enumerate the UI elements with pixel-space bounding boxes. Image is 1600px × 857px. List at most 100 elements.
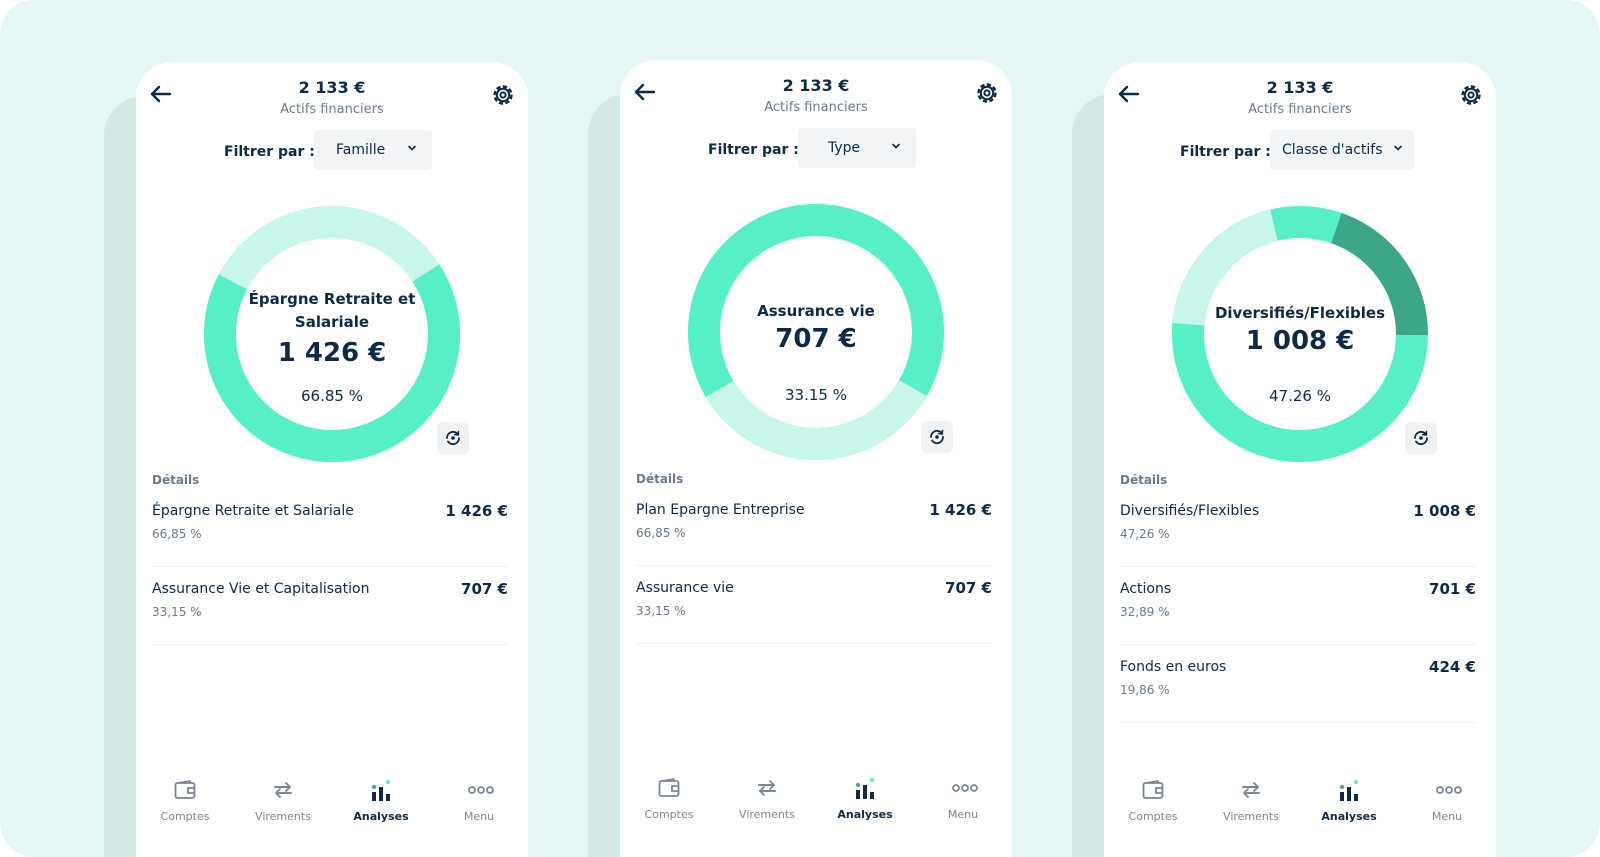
phone-screen-classe-actifs: 2 133 € Actifs financiers Filtrer par : … [1104,62,1496,857]
phone-screen-famille: 2 133 € Actifs financiers Filtrer par : … [136,62,528,857]
transfer-arrows-icon [1242,782,1260,798]
nav-menu[interactable]: Menu [914,772,1012,832]
back-arrow-icon[interactable] [148,82,174,106]
rotate-chart-button[interactable] [1405,422,1437,454]
app-header: 2 133 € Actifs financiers [136,62,528,132]
donut-center-name: Diversifiés/Flexibles [1214,304,1386,322]
detail-percent: 32,89 % [1120,605,1170,619]
nav-label: Virements [255,810,311,823]
analyses-chart-icon [856,778,874,799]
nav-label: Comptes [1128,810,1178,823]
header-total: 2 133 € [782,76,850,95]
detail-name: Fonds en euros [1120,659,1227,675]
wallet-icon [1142,780,1164,799]
donut-chart[interactable] [688,204,944,460]
detail-row[interactable]: Assurance Vie et Capitalisation 33,15 % … [152,567,508,645]
detail-value: 701 € [1429,580,1476,598]
nav-comptes[interactable]: Comptes [136,774,234,834]
donut-center-percent: 47.26 % [1269,387,1331,405]
detail-row[interactable]: Épargne Retraite et Salariale 66,85 % 1 … [152,489,508,567]
nav-label: Analyses [1321,810,1377,823]
donut-center-name: Assurance vie [757,302,875,320]
filter-dropdown[interactable]: Classe d'actifs [1270,130,1414,170]
nav-comptes[interactable]: Comptes [1104,774,1202,834]
nav-label: Virements [739,808,795,821]
donut-center-value: 1 426 € [277,338,387,368]
detail-percent: 66,85 % [636,526,686,540]
header-subtitle: Actifs financiers [280,102,384,117]
detail-name: Plan Epargne Entreprise [636,502,805,518]
filter-label: Filtrer par : [1180,144,1271,160]
detail-value: 1 426 € [445,502,508,520]
donut-center-value: 1 008 € [1245,326,1355,356]
nav-virements[interactable]: Virements [1202,774,1300,834]
header-total: 2 133 € [1266,78,1334,97]
back-arrow-icon[interactable] [632,80,658,104]
nav-label: Analyses [837,808,893,821]
analyses-chart-icon [372,780,390,801]
detail-row[interactable]: Plan Epargne Entreprise 66,85 % 1 426 € [636,488,992,566]
filter-dropdown[interactable]: Type [798,128,916,168]
rotate-icon [446,430,460,446]
nav-label: Virements [1223,810,1279,823]
details-title: Détails [1120,473,1168,487]
chevron-down-icon [408,145,416,151]
nav-menu[interactable]: Menu [1398,774,1496,834]
nav-label: Analyses [353,810,409,823]
header-total: 2 133 € [298,78,366,97]
app-header: 2 133 € Actifs financiers [1104,62,1496,132]
detail-name: Assurance Vie et Capitalisation [152,581,370,597]
rotate-chart-button[interactable] [437,422,469,454]
details-title: Détails [152,473,200,487]
detail-value: 707 € [461,580,508,598]
nav-virements[interactable]: Virements [718,772,816,832]
more-dots-icon [468,786,494,794]
filter-label: Filtrer par : [224,144,315,160]
detail-value: 424 € [1429,658,1476,676]
nav-menu[interactable]: Menu [430,774,528,834]
gear-icon[interactable] [490,82,516,108]
wallet-icon [174,780,196,799]
nav-label: Comptes [644,808,694,821]
donut-center-percent: 66.85 % [301,387,363,405]
filter-value: Famille [336,142,386,158]
nav-analyses[interactable]: Analyses [1300,774,1398,834]
nav-analyses[interactable]: Analyses [816,772,914,832]
nav-virements[interactable]: Virements [234,774,332,834]
detail-row[interactable]: Fonds en euros 19,86 % 424 € [1120,645,1476,723]
donut-center-percent: 33.15 % [785,386,847,404]
more-dots-icon [952,784,978,792]
nav-analyses[interactable]: Analyses [332,774,430,834]
donut-chart[interactable] [1172,206,1428,462]
filter-dropdown[interactable]: Famille [314,130,432,170]
header-subtitle: Actifs financiers [764,100,868,115]
filter-value: Classe d'actifs [1282,142,1383,158]
detail-row[interactable]: Assurance vie 33,15 % 707 € [636,566,992,644]
details-title: Détails [636,472,684,486]
detail-percent: 66,85 % [152,527,202,541]
nav-comptes[interactable]: Comptes [620,772,718,832]
detail-percent: 19,86 % [1120,683,1170,697]
donut-center-value: 707 € [775,324,857,354]
chevron-down-icon [892,143,900,149]
detail-value: 1 008 € [1413,502,1476,520]
donut-center-name: Épargne Retraite et Salariale [248,290,416,331]
donut-chart[interactable] [204,206,460,462]
transfer-arrows-icon [758,780,776,796]
phone-screen-type: 2 133 € Actifs financiers Filtrer par : … [620,60,1012,857]
nav-label: Comptes [160,810,210,823]
detail-row[interactable]: Actions 32,89 % 701 € [1120,567,1476,645]
nav-label: Menu [1431,810,1463,823]
detail-percent: 33,15 % [636,604,686,618]
chevron-down-icon [1394,145,1402,151]
rotate-chart-button[interactable] [921,421,953,453]
back-arrow-icon[interactable] [1116,82,1142,106]
detail-value: 707 € [945,579,992,597]
gear-icon[interactable] [1458,82,1484,108]
app-header: 2 133 € Actifs financiers [620,60,1012,130]
detail-row[interactable]: Diversifiés/Flexibles 47,26 % 1 008 € [1120,489,1476,567]
detail-name: Actions [1120,581,1172,597]
detail-value: 1 426 € [929,501,992,519]
gear-icon[interactable] [974,80,1000,106]
